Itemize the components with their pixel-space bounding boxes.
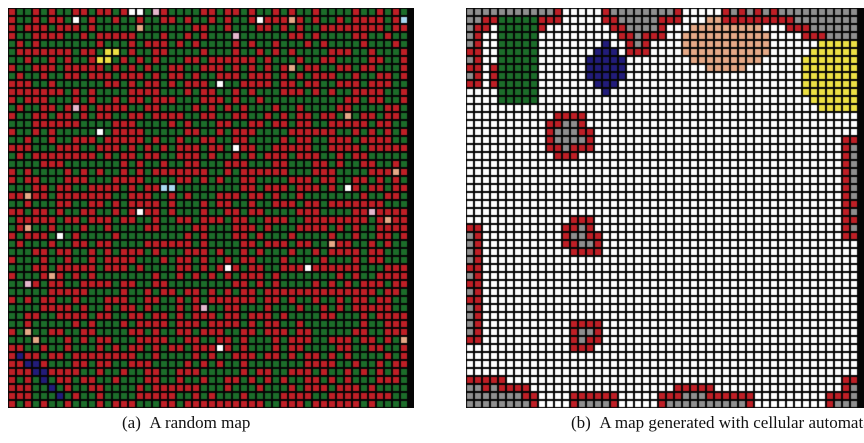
caption-a: (a) A random map: [122, 413, 250, 433]
caption-b-text: A map generated with cellular automata: [599, 413, 864, 432]
cellular-automata-map: [466, 8, 864, 408]
caption-a-label: (a): [122, 413, 141, 432]
caption-a-text: A random map: [149, 413, 251, 432]
caption-b: (b) A map generated with cellular automa…: [571, 413, 864, 433]
caption-b-label: (b): [571, 413, 591, 432]
random-map: [8, 8, 414, 408]
